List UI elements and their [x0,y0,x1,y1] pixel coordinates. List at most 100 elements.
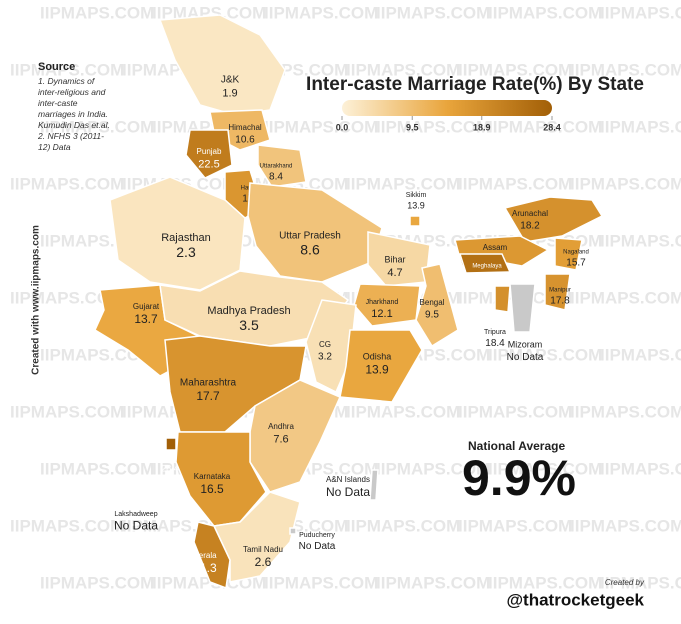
state [159,270,350,347]
source-text: 1. Dynamics of inter-religious and inter… [38,76,110,152]
state [165,437,177,451]
state [175,431,267,527]
state-value: 13.7 [134,312,158,326]
watermark: IIPMAPS.COM [376,117,490,136]
state [212,491,301,583]
state-name: Meghalaya [472,264,502,270]
average-value: 9.9% [462,450,576,506]
state-name: Himachal [228,123,262,132]
state [339,329,423,403]
state-value: 2.6 [255,555,272,569]
watermark: IIPMAPS.COM [600,459,681,478]
watermark: IIPMAPS.COM [488,459,602,478]
state-value: 7.6 [273,433,288,445]
legend-bar [342,100,552,116]
title: Inter-caste Marriage Rate(%) By State [306,74,644,95]
watermark: IIPMAPS.COM [10,60,124,79]
state-value: 4.7 [387,267,402,279]
average-label: National Average [468,439,565,453]
watermark: IIPMAPS.COM [346,60,460,79]
state-value: 16.5 [200,482,224,496]
watermark: IIPMAPS.COM [40,345,154,364]
state-value: 3.2 [318,352,332,363]
state-name: Manipur [549,288,571,294]
watermark: IIPMAPS.COM [10,516,124,535]
state-name: Uttarakhand [260,164,293,170]
state-value: 18.2 [520,221,540,232]
watermark: IIPMAPS.COM [264,573,378,592]
state-name: Mizoram [508,339,543,349]
legend-label: 18.9 [473,122,491,132]
state [415,263,459,348]
watermark: IIPMAPS.COM [376,3,490,22]
state-name: Rajasthan [161,232,211,244]
state-name: Gujarat [133,302,160,311]
state-name: Karnataka [194,472,231,481]
state-name: Assam [483,243,508,252]
watermark: IIPMAPS.COM [570,288,681,307]
watermark: IIPMAPS.COM [570,402,681,421]
watermark: IIPMAPS.COM [346,516,460,535]
state [458,253,512,274]
state-value: 17.7 [196,389,220,403]
state [509,283,536,333]
watermark: IIPMAPS.COM [600,231,681,250]
state [544,273,571,311]
state-value: 12.1 [371,308,392,320]
state [353,283,421,327]
watermark: IIPMAPS.COM [40,573,154,592]
state-value: 28.4 [161,463,179,473]
state-name: Andhra [268,422,294,431]
watermark: IIPMAPS.COM [376,459,490,478]
legend-label: 28.4 [543,122,561,132]
state [193,521,231,590]
state-value: 13.9 [407,200,425,210]
source: Source 1. Dynamics of inter-religious and… [38,62,110,153]
watermark: IIPMAPS.COM [10,402,124,421]
state-name: Tamil Nadu [243,545,283,554]
state-name: Nagaland [563,250,589,256]
watermark: IIPMAPS.COM [40,117,154,136]
credit-label: Created by [605,578,645,587]
state-name: Odisha [363,351,392,361]
watermark: IIPMAPS.COM [40,3,154,22]
watermark: IIPMAPS.COM [570,516,681,535]
watermark: IIPMAPS.COM [488,573,602,592]
side-credit: Created with www.iipmaps.com [31,225,42,375]
state-value: 13.9 [365,363,389,377]
watermark: IIPMAPS.COM [600,117,681,136]
watermark: IIPMAPS.COM [376,573,490,592]
watermark: IIPMAPS.COM [488,345,602,364]
watermark: IIPMAPS.COM [488,3,602,22]
state [494,285,511,313]
watermark: IIPMAPS.COM [346,402,460,421]
watermark: IIPMAPS.COM [264,117,378,136]
state-value: 1.9 [222,87,237,99]
state-value: No Data [326,485,370,499]
watermark: IIPMAPS.COM [10,288,124,307]
watermark: IIPMAPS.COM [264,3,378,22]
state-name: CG [319,340,331,349]
state-value: No Data [299,541,336,552]
source-title: Source [38,61,76,73]
state-name: Punjab [197,147,222,156]
watermark: IIPMAPS.COM [488,117,602,136]
state-name: Sikkim [406,192,427,199]
state-name: Puducherry [299,532,335,539]
state-value: 8.4 [269,172,283,183]
state [109,176,246,291]
state [409,215,421,227]
state-value: No Data [507,352,544,363]
state [554,237,583,271]
state-name: Bengal [420,298,445,307]
state [131,524,137,531]
state-value: 18.4 [485,338,505,349]
state [305,299,357,394]
watermark: IIPMAPS.COM [570,174,681,193]
watermark: IIPMAPS.COM [600,3,681,22]
state-name: Kerala [193,551,217,560]
state-value: 17.8 [550,296,570,307]
state [369,469,379,501]
